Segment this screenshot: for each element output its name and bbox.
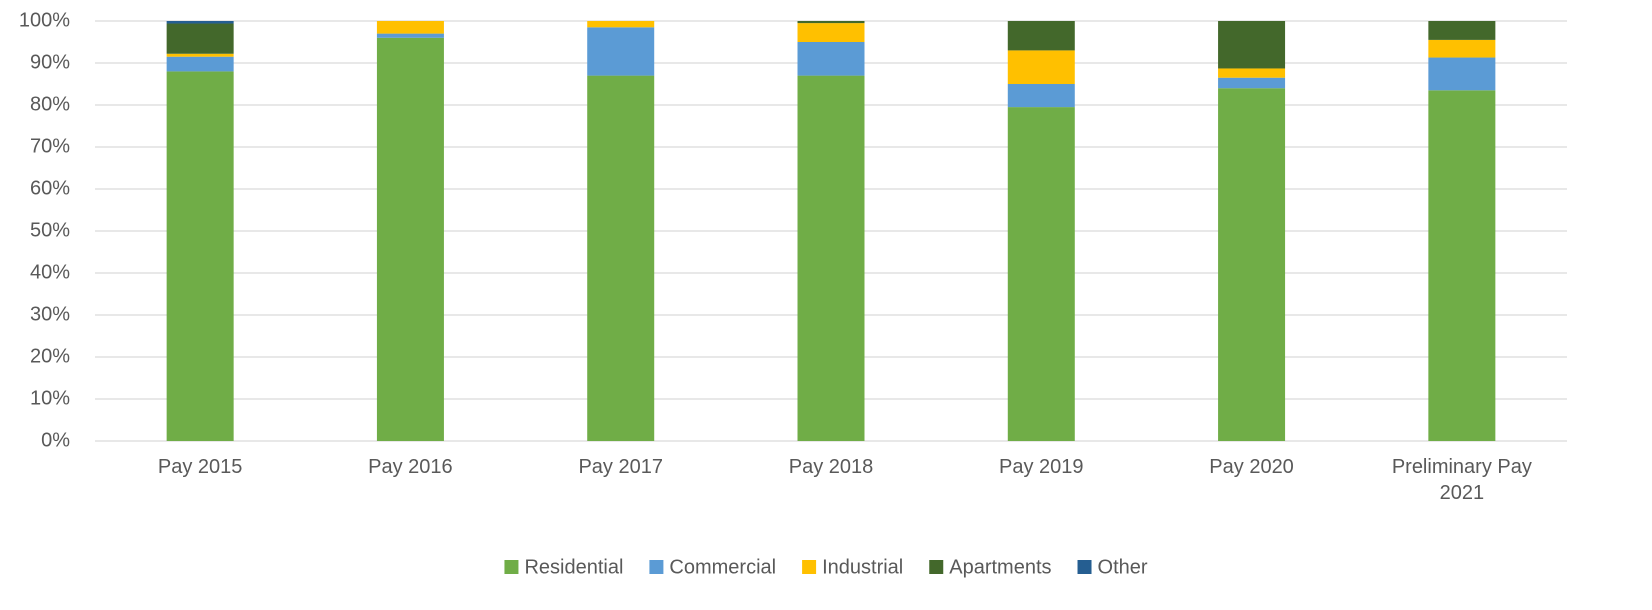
bar-segment: [797, 42, 865, 76]
y-tick-label: 40%: [30, 261, 70, 283]
bar-segment: [1428, 39, 1496, 58]
bar-segment: [1007, 84, 1075, 108]
bar-segment: [166, 71, 234, 442]
bar-segment: [166, 23, 234, 54]
bar-segment: [376, 37, 444, 442]
legend-label: Apartments: [949, 556, 1051, 578]
x-tick-label: Pay 2018: [788, 456, 874, 478]
bar-segment: [587, 75, 655, 441]
bar-segment: [1428, 90, 1496, 442]
bar-segment: [587, 27, 655, 76]
bar-segment: [1007, 21, 1075, 51]
bar-segment: [1428, 57, 1496, 91]
x-tick-label: Pay 2020: [1209, 456, 1294, 478]
x-tick-label: Pay 2019: [999, 456, 1084, 478]
bar-segment: [1007, 107, 1075, 441]
y-tick-label: 20%: [30, 345, 70, 367]
y-tick-label: 80%: [30, 93, 70, 115]
y-tick-label: 30%: [30, 303, 70, 325]
x-tick-label: Pay 2015: [157, 456, 243, 478]
y-tick-label: 100%: [19, 9, 70, 31]
bar-segment: [166, 53, 234, 57]
x-tick-label: Pay 2017: [578, 456, 663, 478]
legend-swatch: [504, 560, 519, 574]
y-tick-label: 70%: [30, 135, 70, 157]
bar-segment: [587, 21, 655, 28]
bar-segment: [376, 21, 444, 34]
bar-segment: [1218, 21, 1286, 69]
bar-segment: [797, 21, 865, 24]
y-tick-label: 50%: [30, 219, 70, 241]
bar-segment: [797, 75, 865, 441]
legend-label: Other: [1098, 556, 1148, 578]
bar-segment: [1218, 77, 1286, 89]
legend-swatch: [929, 560, 944, 574]
x-tick-label: Preliminary Pay 2021: [1391, 456, 1532, 504]
legend-swatch: [649, 560, 664, 574]
legend-label: Industrial: [822, 556, 903, 578]
y-tick-label: 0%: [41, 429, 70, 451]
y-tick-label: 60%: [30, 177, 70, 199]
bar-segment: [797, 23, 865, 42]
bar-segment: [376, 33, 444, 38]
legend-swatch: [802, 560, 817, 574]
bar-segment: [1007, 50, 1075, 84]
x-tick-label: Pay 2016: [368, 456, 453, 478]
legend-label: Commercial: [669, 556, 776, 578]
bar-segment: [166, 56, 234, 72]
legend-swatch: [1077, 560, 1092, 574]
bar-segment: [1428, 21, 1496, 40]
bar-segment: [1218, 88, 1286, 441]
y-tick-label: 10%: [30, 387, 70, 409]
legend-label: Residential: [524, 556, 623, 578]
bar-segment: [1218, 68, 1286, 78]
bar-segment: [166, 21, 234, 24]
y-tick-label: 90%: [30, 51, 70, 73]
